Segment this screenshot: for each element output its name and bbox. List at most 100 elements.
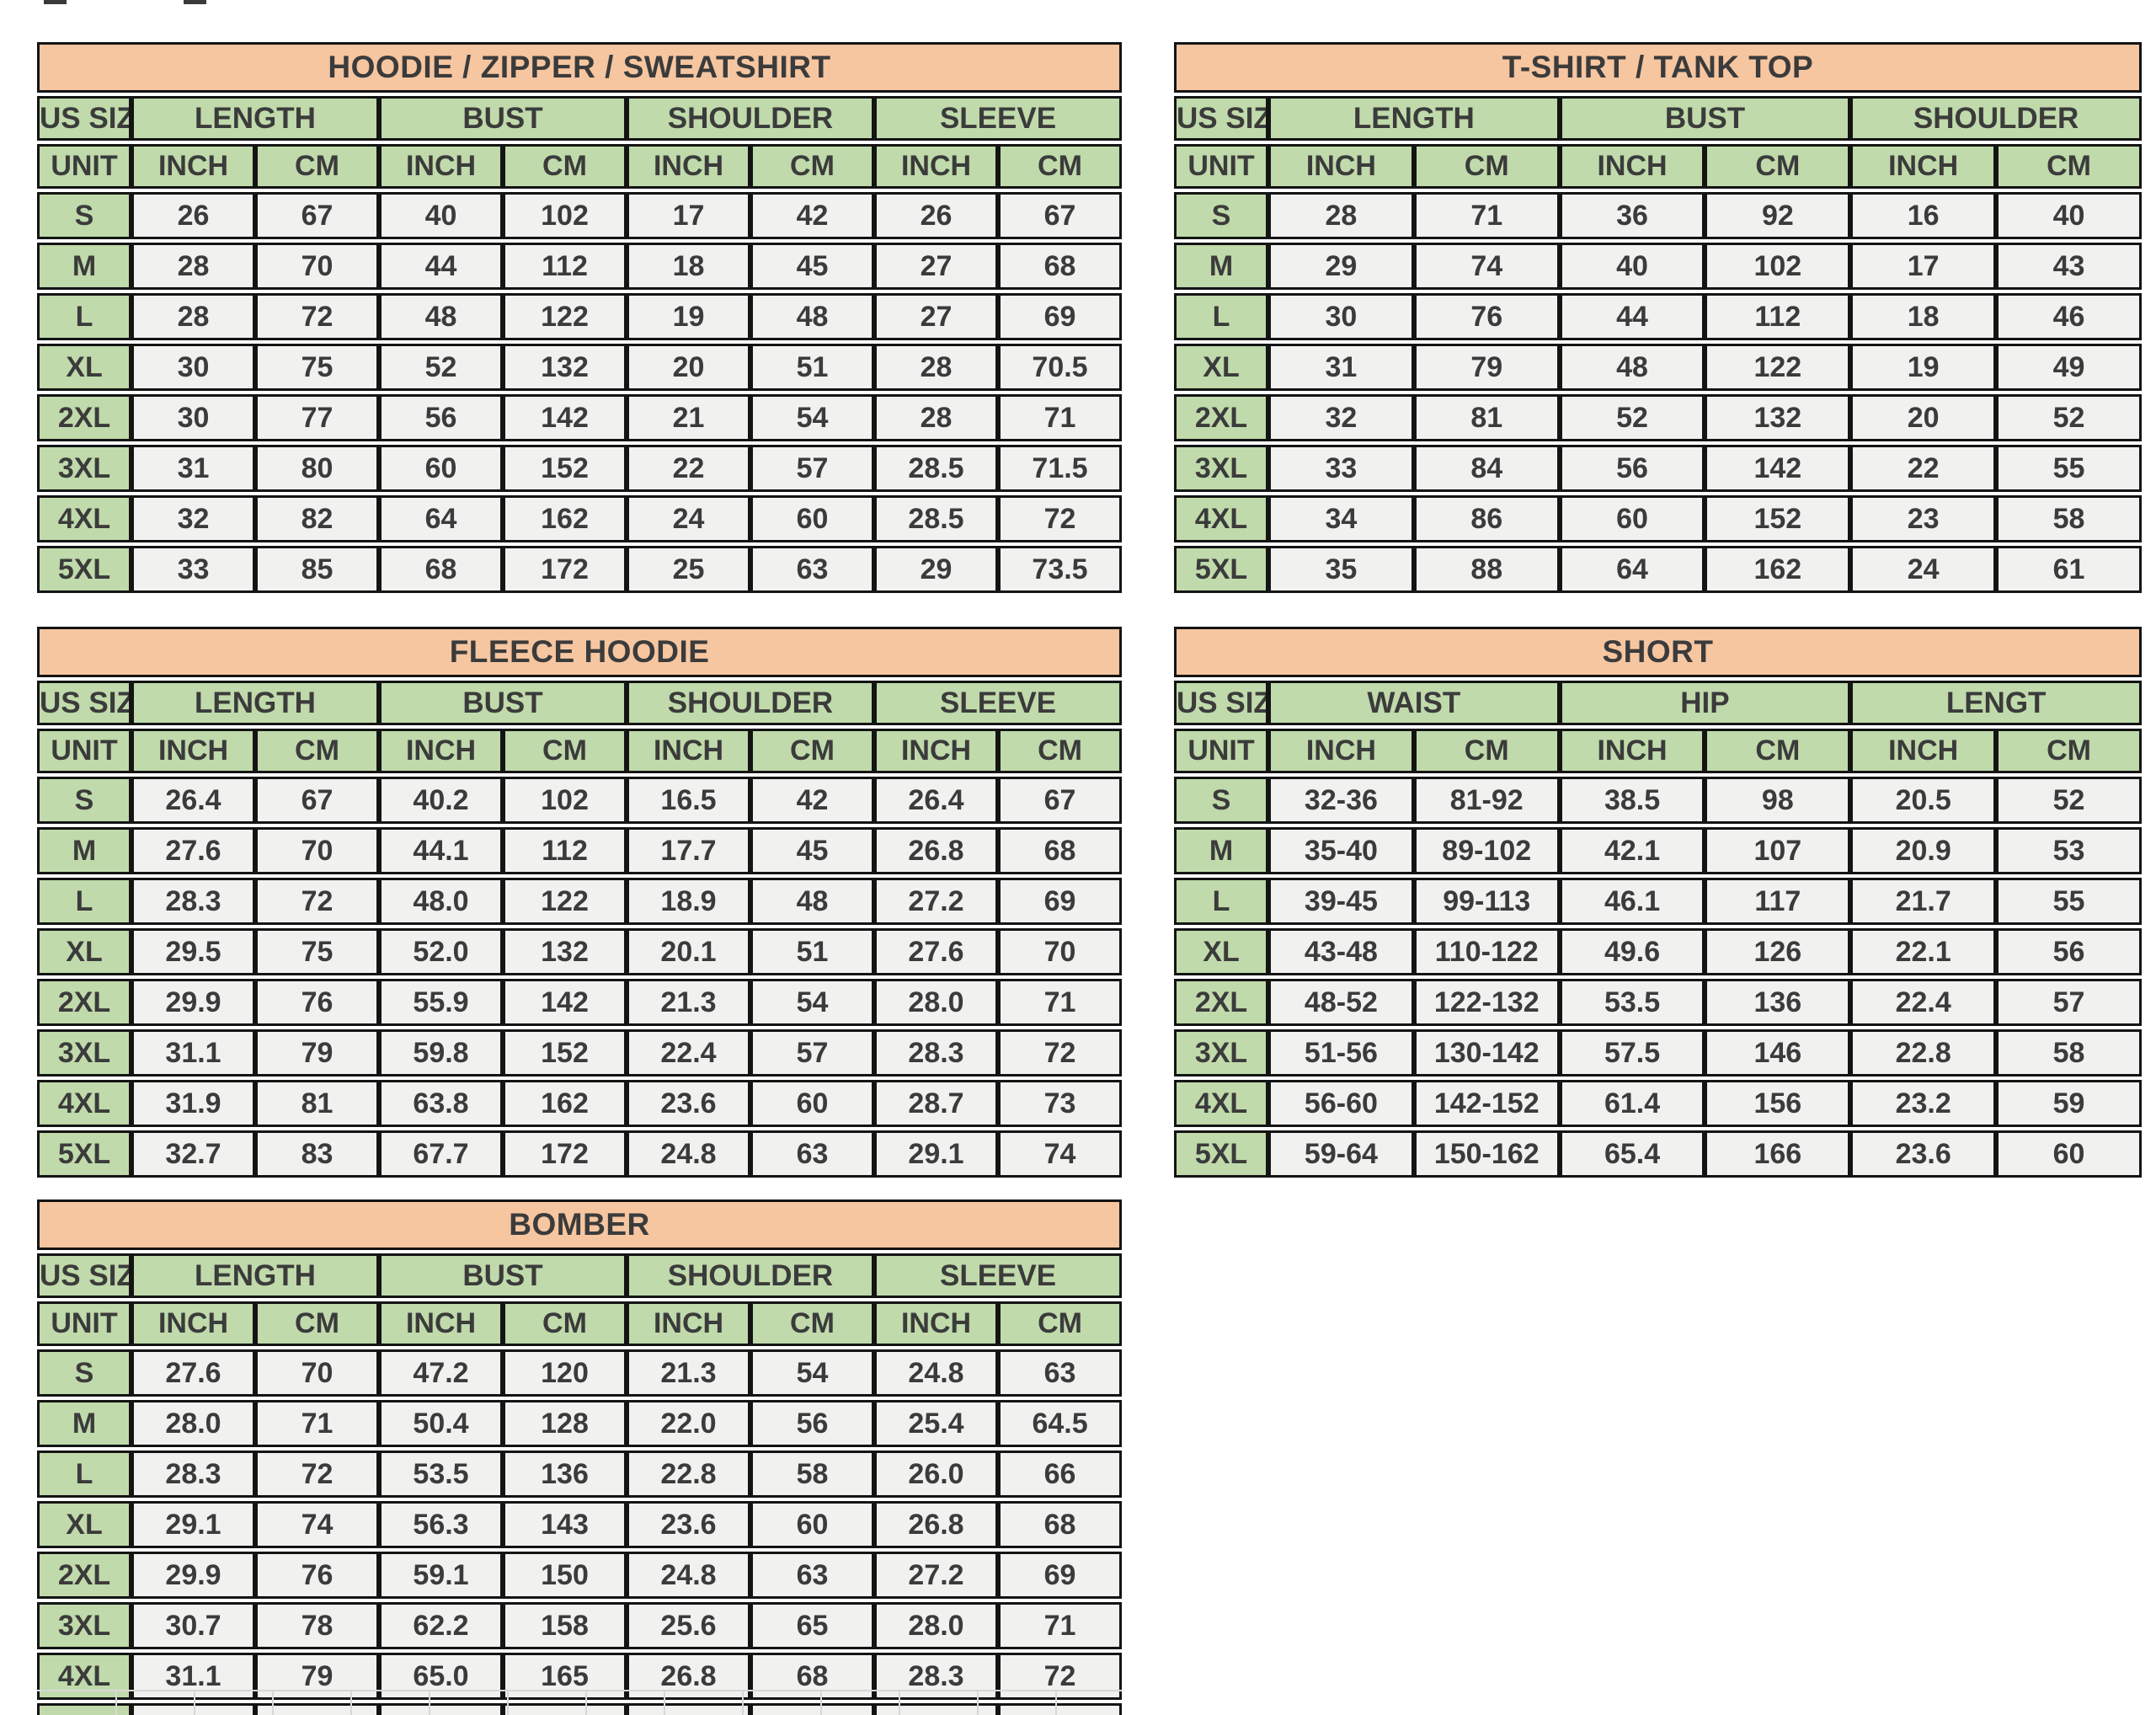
size-value-cell: 24.8 [874, 1349, 998, 1397]
size-value-cell: 42 [750, 777, 874, 824]
size-value-cell: 49 [1996, 344, 2142, 391]
size-value-cell: 74 [998, 1130, 1123, 1178]
size-value-cell: 70 [255, 827, 379, 874]
size-label-cell: 4XL [37, 1653, 131, 1700]
size-value-cell: 72 [255, 1451, 379, 1498]
table-row: L 28 72 48 122 19 48 27 69 [37, 293, 1122, 340]
size-value-cell: 80 [255, 445, 379, 492]
size-value-cell: 28.3 [874, 1029, 998, 1077]
size-value-cell: 48 [750, 878, 874, 925]
size-value-cell: 22.4 [627, 1029, 750, 1077]
size-value-cell: 102 [1705, 243, 1851, 290]
size-value-cell: 38.5 [1559, 777, 1705, 824]
column-group-header-sleeve: SLEEVE [874, 96, 1122, 141]
size-value-cell: 61.4 [1559, 1080, 1705, 1127]
size-value-cell: 59.8 [379, 1029, 503, 1077]
size-label-cell: M [37, 827, 131, 874]
unit-header-cell: CM [750, 729, 874, 773]
size-value-cell: 28 [131, 243, 255, 290]
size-value-cell: 92 [1705, 192, 1851, 239]
size-label-cell: M [1174, 827, 1268, 874]
size-value-cell: 132 [503, 344, 627, 391]
size-value-cell: 56-60 [1268, 1080, 1414, 1127]
unit-header-cell: INCH [1850, 729, 1997, 773]
unit-header-cell: CM [1705, 729, 1851, 773]
size-value-cell: 152 [1705, 495, 1851, 542]
size-value-cell: 21.3 [627, 1349, 750, 1397]
size-value-cell: 22 [1850, 445, 1997, 492]
size-value-cell: 57.5 [1559, 1029, 1705, 1077]
unit-row-header: UNIT [1174, 144, 1269, 189]
size-value-cell: 44 [379, 243, 503, 290]
size-value-cell: 88 [1413, 546, 1560, 593]
unit-header-cell: INCH [1268, 729, 1414, 773]
size-label-cell: 2XL [1174, 394, 1269, 441]
size-value-cell: 47.2 [379, 1349, 503, 1397]
size-label-cell: XL [37, 928, 131, 975]
size-value-cell: 30.7 [131, 1602, 255, 1649]
table-row: XL 30 75 52 132 20 51 28 70.5 [37, 344, 1122, 391]
unit-header-cell: INCH [1268, 144, 1414, 189]
gridline [115, 1690, 117, 1715]
size-value-cell: 20 [627, 344, 750, 391]
size-value-cell: 22 [627, 445, 750, 492]
size-value-cell: 74 [1413, 243, 1560, 290]
size-label-cell: S [1174, 192, 1269, 239]
unit-header-cell: CM [503, 144, 627, 189]
column-group-header-bust: BUST [379, 1253, 627, 1298]
us-size-header: US SIZE [1174, 681, 1268, 725]
size-value-cell: 60 [379, 445, 503, 492]
size-value-cell: 28 [874, 394, 998, 441]
unit-header-cell: CM [750, 144, 874, 189]
unit-row-header: UNIT [1174, 729, 1268, 773]
size-value-cell: 55 [1996, 878, 2142, 925]
size-value-cell: 122 [1705, 344, 1851, 391]
size-value-cell: 60 [1559, 495, 1705, 542]
size-value-cell: 152 [503, 445, 627, 492]
size-value-cell: 54 [750, 394, 874, 441]
size-value-cell: 79 [255, 1653, 379, 1700]
size-value-cell: 20.1 [627, 928, 750, 975]
table-row: S 27.6 70 47.2 120 21.3 54 24.8 63 [37, 1349, 1123, 1397]
table-row: 4XL 31.9 81 63.8 162 23.6 60 28.7 73 [37, 1080, 1123, 1127]
size-value-cell: 68 [998, 1501, 1123, 1548]
size-value-cell: 18 [1850, 293, 1997, 340]
table-row: S 26.4 67 40.2 102 16.5 42 26.4 67 [37, 777, 1123, 824]
size-value-cell: 78 [255, 1602, 379, 1649]
size-value-cell: 16.5 [627, 777, 750, 824]
size-label-cell: 3XL [1174, 445, 1269, 492]
size-label-cell: S [37, 777, 131, 824]
size-value-cell: 27.6 [131, 1349, 255, 1397]
size-value-cell: 72 [255, 878, 379, 925]
size-value-cell: 67 [255, 777, 379, 824]
column-group-header-length: LENGTH [131, 681, 379, 725]
size-value-cell: 59-64 [1268, 1130, 1414, 1178]
size-value-cell: 53 [1996, 827, 2142, 874]
unit-header-cell: CM [1996, 729, 2142, 773]
size-value-cell: 64 [379, 495, 503, 542]
size-value-cell: 28 [874, 344, 998, 391]
unit-row-header: UNIT [37, 729, 131, 773]
unit-header-cell: CM [1705, 144, 1851, 189]
unit-header-cell: INCH [627, 729, 750, 773]
size-value-cell: 29 [1268, 243, 1414, 290]
size-value-cell: 158 [503, 1602, 627, 1649]
unit-header-cell: CM [750, 1301, 874, 1346]
size-label-cell: M [37, 1400, 131, 1447]
size-value-cell: 21.7 [1850, 878, 1997, 925]
size-value-cell: 53.5 [379, 1451, 503, 1498]
size-value-cell: 68 [998, 243, 1122, 290]
size-value-cell: 19 [1850, 344, 1997, 391]
table-row: S 32-36 81-92 38.5 98 20.5 52 [1174, 777, 2142, 824]
column-group-header-waist: WAIST [1268, 681, 1560, 725]
table-row: M 29 74 40 102 17 43 [1174, 243, 2142, 290]
size-label-cell: 3XL [37, 1029, 131, 1077]
size-value-cell: 58 [1996, 1029, 2142, 1077]
size-value-cell: 71 [998, 979, 1123, 1026]
size-value-cell: 24.8 [627, 1552, 750, 1599]
size-value-cell: 21 [627, 394, 750, 441]
size-value-cell: 23.2 [1850, 1080, 1997, 1127]
size-value-cell: 63 [750, 1552, 874, 1599]
